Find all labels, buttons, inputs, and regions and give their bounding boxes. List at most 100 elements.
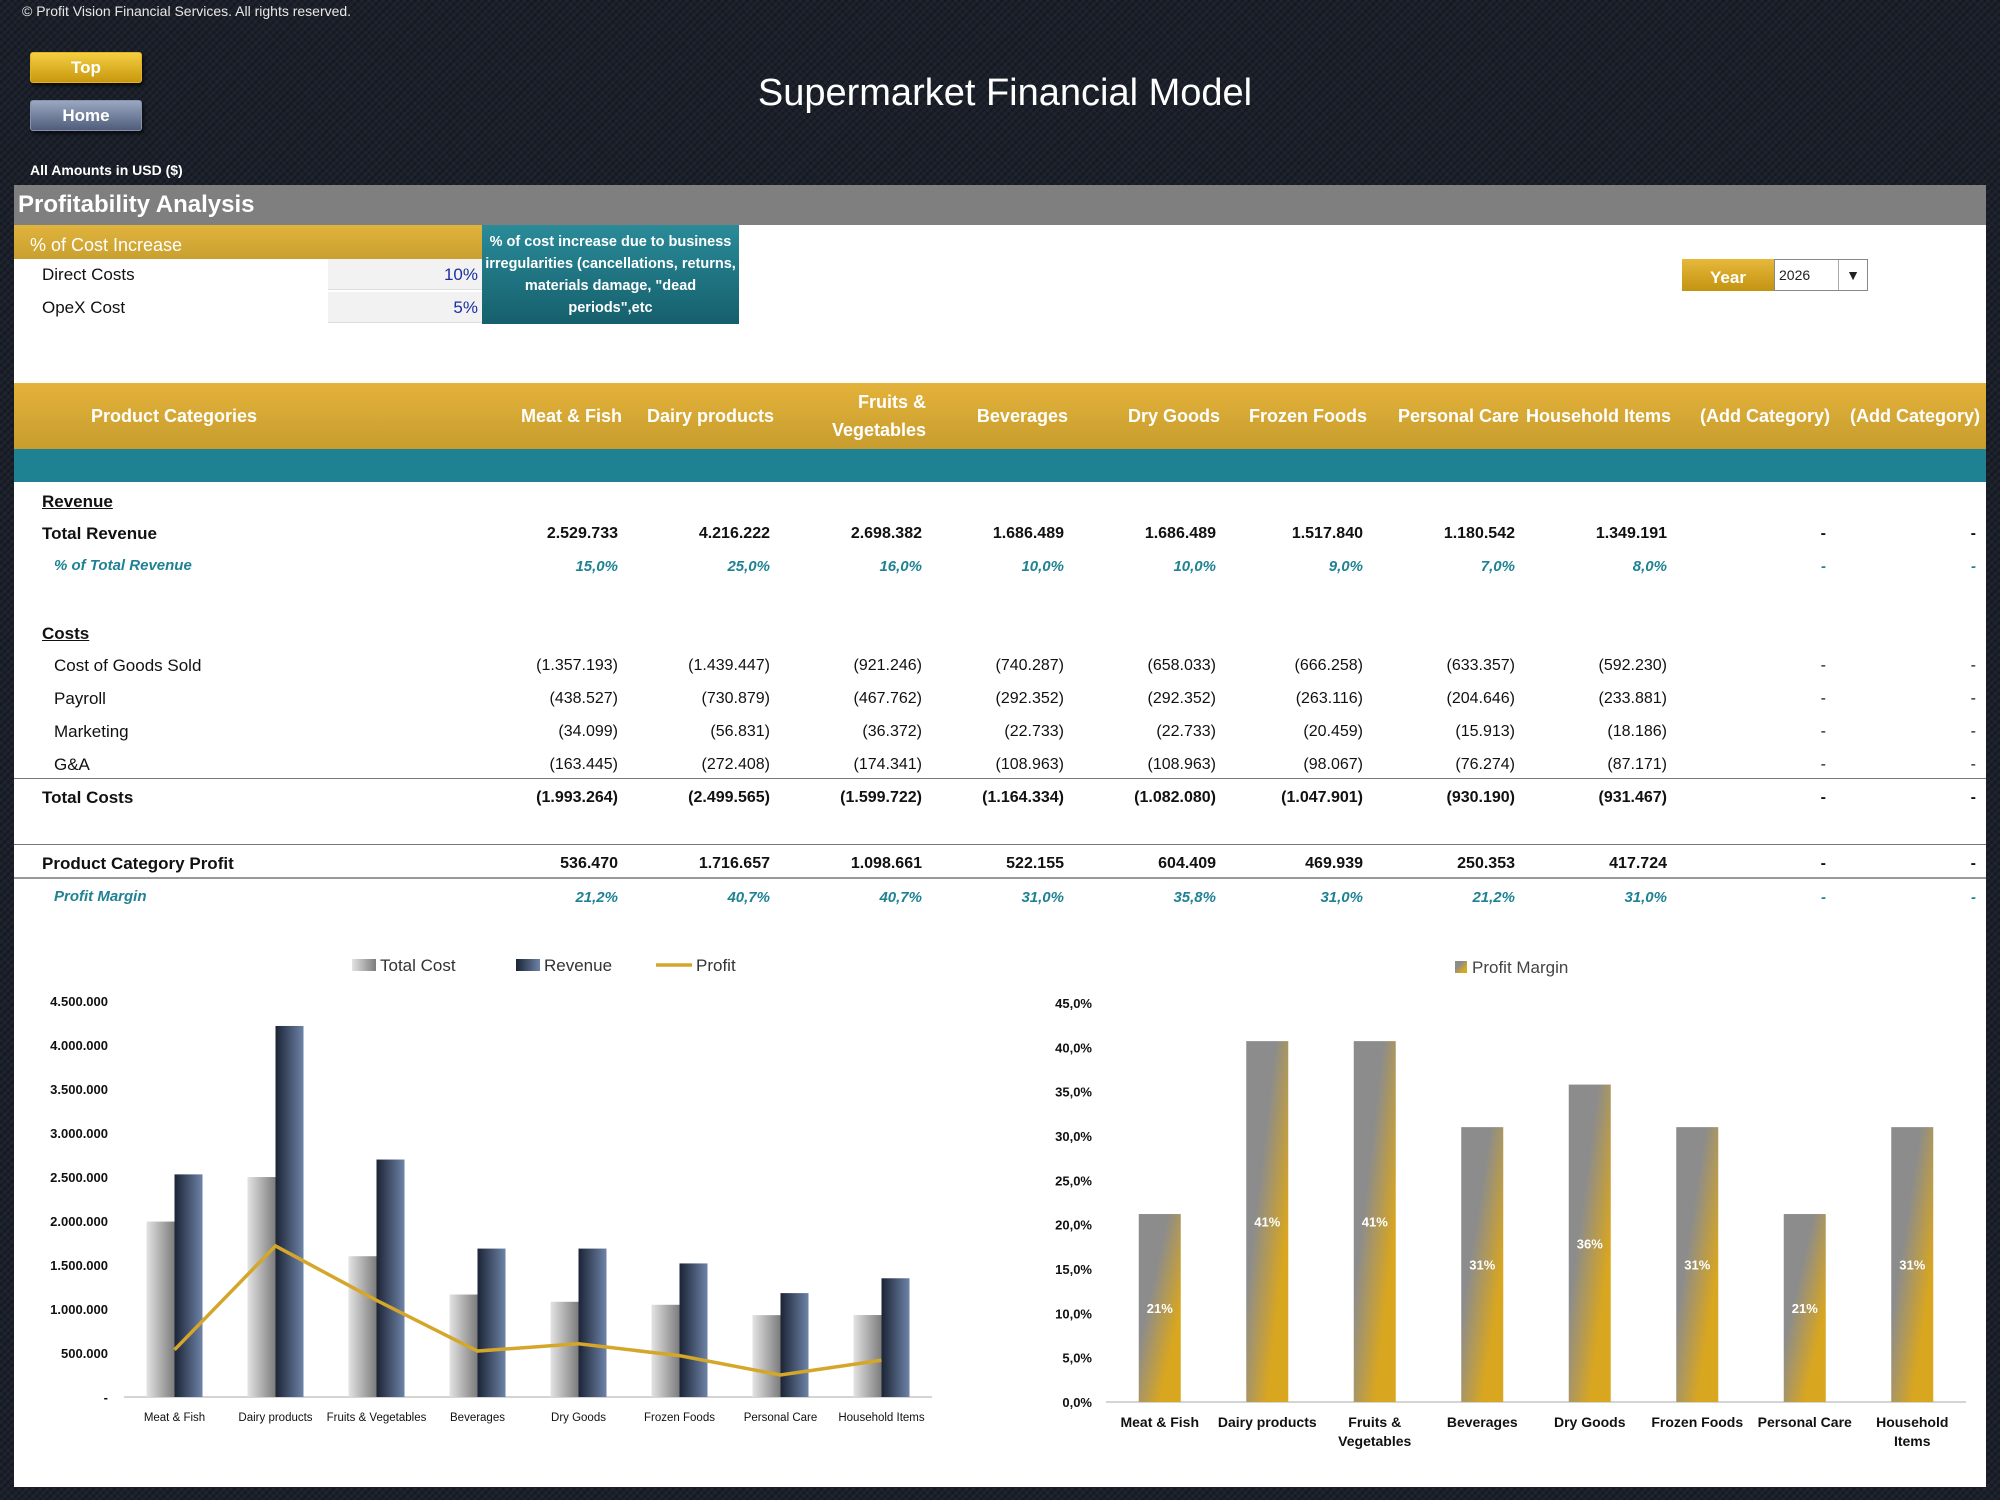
table-cell: 10,0% [1021, 558, 1064, 575]
revenue-bar [376, 1159, 405, 1397]
profit-margin-row: Profit Margin 21,2% 40,7% 40,7% 31,0% 35,8% 31… [14, 882, 1986, 914]
table-cell: - [1970, 756, 1976, 773]
table-cell: - [1820, 756, 1826, 773]
profit-margin-bar [1891, 1127, 1934, 1402]
table-cell: (730.879) [701, 690, 771, 707]
table-cell: (272.408) [701, 756, 771, 773]
column-header: Beverages [976, 406, 1068, 426]
legend-label: Revenue [544, 956, 612, 975]
total-cost-bar [550, 1301, 579, 1397]
y-tick-label: 4.000.000 [50, 1038, 108, 1053]
table-cell: (1.993.264) [536, 789, 618, 806]
table-cell: (22.733) [1156, 723, 1216, 740]
table-cell: 15,0% [575, 558, 618, 575]
table-cell: - [1970, 690, 1976, 707]
column-header: Dairy products [646, 406, 774, 426]
y-tick-label: 20,0% [1055, 1218, 1092, 1233]
table-cell: - [1820, 690, 1826, 707]
legend-swatch [352, 959, 376, 971]
table-cell: (438.527) [549, 690, 619, 707]
y-tick-label: 40,0% [1055, 1040, 1092, 1055]
y-tick-label: 2.500.000 [50, 1170, 108, 1185]
year-dropdown[interactable]: 2026 ▼ [1774, 259, 1868, 291]
x-tick-label: Personal Care [1758, 1414, 1852, 1430]
divider [14, 778, 1986, 779]
column-header: Frozen Foods [1249, 406, 1367, 426]
table-cell: (18.186) [1607, 723, 1667, 740]
table-cell: - [1971, 889, 1976, 906]
x-tick-label: Personal Care [744, 1412, 818, 1424]
direct-costs-input[interactable]: 10% [328, 259, 482, 290]
total-cost-bar [146, 1221, 175, 1397]
table-cell: - [1970, 525, 1976, 542]
table-cell: 40,7% [727, 889, 770, 906]
divider [14, 844, 1986, 845]
x-tick-label: Items [1894, 1433, 1931, 1449]
home-button[interactable]: Home [30, 100, 142, 131]
table-cell: 21,2% [575, 889, 618, 906]
x-tick-label: Dry Goods [1554, 1414, 1626, 1430]
table-cell: (921.246) [853, 657, 923, 674]
table-cell: (36.372) [862, 723, 922, 740]
direct-costs-row: Direct Costs 10% [14, 259, 482, 291]
column-header: Meat & Fish [520, 406, 622, 426]
table-cell: 604.409 [1158, 855, 1216, 872]
y-tick-label: 2.000.000 [50, 1214, 108, 1229]
cost-revenue-profit-chart: - 500.000 1.000.000 1.500.000 2.000.000 2.500… [50, 956, 932, 1424]
table-cell: (15.913) [1455, 723, 1515, 740]
table-cell: 8,0% [1632, 558, 1667, 575]
table-cell: (740.287) [995, 657, 1065, 674]
data-label: 31% [1684, 1258, 1710, 1273]
year-label: Year [1682, 259, 1774, 291]
table-cell: - [1970, 657, 1976, 674]
profit-margin-bar [1568, 1084, 1611, 1402]
table-cell: 1.180.542 [1443, 525, 1515, 542]
top-button[interactable]: Top [30, 52, 142, 83]
y-tick-label: 4.500.000 [50, 994, 108, 1009]
table-cell: 16,0% [879, 558, 922, 575]
dropdown-arrow-icon[interactable]: ▼ [1838, 260, 1867, 290]
profitability-sheet: Profitability Analysis % of Cost Increas… [14, 185, 1986, 1487]
opex-cost-input[interactable]: 5% [328, 292, 482, 323]
total-cost-bar [752, 1315, 781, 1397]
revenue-bar [881, 1278, 910, 1397]
row-label: Profit Margin [54, 888, 147, 905]
row-label: % of Total Revenue [54, 557, 192, 574]
profit-margin-bar [1461, 1127, 1504, 1402]
data-label: 31% [1469, 1258, 1495, 1273]
profit-margin-bar [1138, 1214, 1181, 1402]
table-cell: (2.499.565) [688, 789, 770, 806]
table-cell: 10,0% [1173, 558, 1216, 575]
table-cell: (292.352) [995, 690, 1065, 707]
table-cell: (108.963) [995, 756, 1065, 773]
data-label: 36% [1577, 1236, 1603, 1251]
cogs-row: Cost of Goods Sold (1.357.193) (1.439.447)… [14, 650, 1986, 682]
table-cell: - [1820, 855, 1826, 872]
y-tick-label: 500.000 [61, 1346, 108, 1361]
y-tick-label: 35,0% [1055, 1085, 1092, 1100]
table-cell: (233.881) [1598, 690, 1668, 707]
table-cell: 9,0% [1328, 558, 1363, 575]
table-cell: - [1821, 558, 1826, 575]
table-cell: - [1970, 723, 1976, 740]
data-label: 41% [1362, 1215, 1388, 1230]
total-cost-bar [853, 1315, 882, 1397]
product-categories-header: Product Categories [91, 406, 258, 426]
table-cell: 31,0% [1320, 889, 1363, 906]
x-tick-label: Frozen Foods [644, 1412, 715, 1424]
year-value: 2026 [1779, 267, 1811, 283]
table-cell: 7,0% [1480, 558, 1515, 575]
profit-margin-bar [1246, 1041, 1289, 1402]
y-tick-label: 1.500.000 [50, 1258, 108, 1273]
profit-line [173, 1243, 882, 1377]
table-cell: (263.116) [1295, 690, 1363, 707]
row-label: G&A [54, 755, 90, 774]
table-cell: (467.762) [853, 690, 923, 707]
table-cell: (666.258) [1294, 657, 1364, 674]
profit-row: Product Category Profit 536.470 1.716.657 1… [14, 848, 1986, 880]
revenue-bar [679, 1263, 708, 1397]
table-cell: 1.716.657 [698, 855, 770, 872]
total-cost-bar [348, 1256, 377, 1397]
y-tick-label: 30,0% [1055, 1129, 1092, 1144]
y-tick-label: 1.000.000 [50, 1302, 108, 1317]
